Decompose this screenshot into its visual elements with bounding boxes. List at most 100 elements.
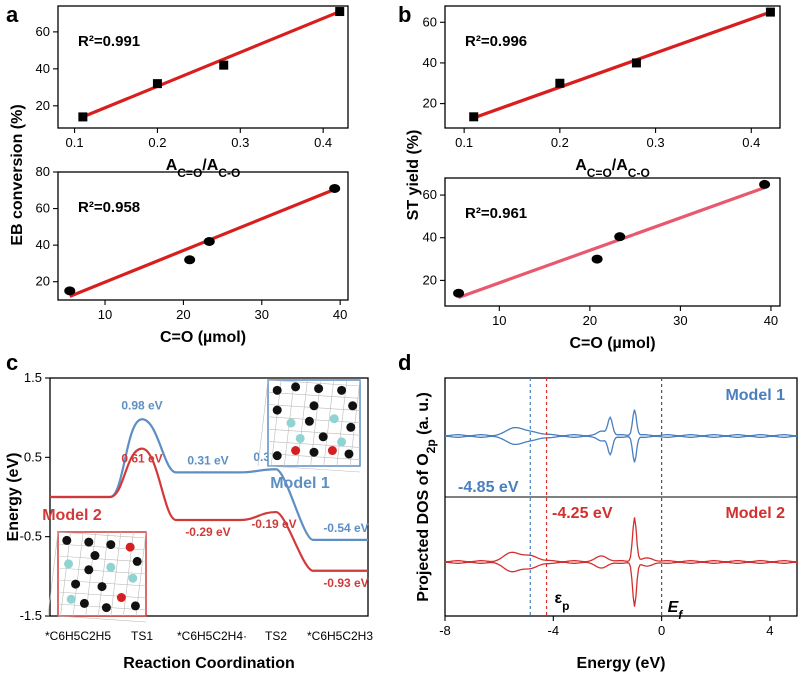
lattice-line [135, 531, 147, 617]
atom [106, 562, 116, 572]
atom [309, 401, 319, 411]
atom [337, 437, 347, 447]
atom [66, 594, 76, 604]
y-tick-label: -0.5 [20, 529, 42, 544]
pdos-model-2-spin-up [445, 517, 797, 563]
pdos-model-2-spin-down [445, 561, 797, 607]
ylabel-eb-conversion: EB conversion (%) [9, 104, 26, 245]
data-point [203, 236, 215, 246]
ylabel-st-yield: ST yield (%) [405, 130, 422, 221]
x-tick-label: 30 [673, 313, 687, 328]
atom [314, 384, 324, 394]
y-tick-label: 60 [423, 14, 437, 29]
atom [125, 542, 135, 552]
atom [101, 603, 111, 613]
energy-label: 0.31 eV [187, 453, 228, 467]
r-squared-label: R²=0.958 [78, 199, 140, 216]
atom [90, 551, 100, 561]
r-squared-label: R²=0.961 [465, 205, 527, 222]
x-tick-label: 30 [255, 307, 269, 322]
p-band-label-model-2: -4.25 eV [552, 505, 613, 522]
energy-label: -0.29 eV [185, 525, 230, 539]
r-squared-label: R²=0.996 [465, 33, 527, 50]
x-axis-label: AC=O/AC-O [166, 157, 241, 180]
x-axis-label: C=O (µmol) [569, 335, 655, 352]
x-tick-label: 0.1 [455, 135, 473, 150]
y-tick-label: 60 [36, 24, 50, 39]
y-tick-label: 20 [423, 272, 437, 287]
fit-line [458, 186, 766, 299]
energy-label: 0.98 eV [121, 398, 162, 412]
model-1-label: Model 1 [270, 475, 330, 492]
x-axis-label: C=O (µmol) [160, 329, 246, 346]
y-tick-label: 60 [423, 187, 437, 202]
atom [97, 582, 107, 592]
y-tick-label: 1.5 [24, 370, 42, 385]
fit-line [69, 187, 336, 298]
data-point [759, 179, 771, 189]
data-point [614, 232, 626, 242]
x-tick-label: 10 [492, 313, 506, 328]
energy-label: -0.19 eV [251, 517, 296, 531]
x-tick-label: -4 [548, 623, 560, 638]
y-tick-label: 40 [423, 55, 437, 70]
plot-frame [444, 5, 781, 129]
fit-line [82, 10, 341, 119]
atom [309, 447, 319, 457]
x-axis-label: Reaction Coordination [123, 655, 295, 672]
panel-label-a: a [6, 2, 19, 27]
atom [344, 449, 354, 459]
data-point [555, 78, 565, 88]
lattice-line [60, 531, 71, 617]
plot-frame [444, 177, 781, 307]
category-label: *C6H5C2H3 [307, 629, 373, 643]
fit-line [473, 10, 771, 120]
atom [62, 535, 72, 545]
lattice-line [267, 416, 361, 424]
y-tick-label: 40 [36, 237, 50, 252]
x-tick-label: 0.1 [66, 135, 84, 150]
lattice-line [267, 441, 361, 448]
atom [64, 559, 74, 569]
y-axis-label: Projected DOS of O2p (a. u.) [415, 392, 438, 602]
x-tick-label: 0.2 [551, 135, 569, 150]
lattice-line [57, 531, 147, 539]
y-axis-label: Energy (eV) [5, 453, 22, 542]
data-point [765, 7, 775, 17]
x-tick-label: 10 [98, 307, 112, 322]
pdos-model-1-spin-down [445, 435, 797, 463]
model-2-label: Model 2 [725, 505, 785, 522]
panel-c: 1.5 0.5 -0.5 -1.5 Energy (eV) Reaction Coordi… [5, 370, 373, 672]
atom [327, 446, 337, 456]
data-point [335, 7, 345, 17]
atom [286, 418, 296, 428]
atom [79, 598, 89, 608]
x-tick-label: 0 [658, 623, 665, 638]
y-tick-label: 20 [423, 96, 437, 111]
data-point [591, 254, 603, 264]
lattice-line [267, 379, 361, 387]
panel-d: -8 -4 0 4 Projected DOS of O2p (a. u.) Energy… [415, 377, 798, 672]
x-tick-label: 0.4 [742, 135, 760, 150]
y-tick-label: 40 [423, 230, 437, 245]
atom [84, 537, 94, 547]
panel-b1: 0.1 0.2 0.3 0.4 20 40 60 R²=0.996 AC=O/AC-O [423, 5, 781, 180]
atom [337, 385, 347, 395]
atom [318, 432, 328, 442]
x-tick-label: 0.4 [314, 135, 332, 150]
atom [329, 414, 339, 424]
x-tick-label: -8 [439, 623, 451, 638]
category-label: TS2 [265, 629, 287, 643]
structure-inset [47, 531, 147, 623]
y-tick-label: 40 [36, 61, 50, 76]
category-label: *C6H5C2H4· [177, 629, 247, 643]
lattice-line [72, 531, 84, 617]
lattice-line [267, 428, 361, 436]
x-tick-label: 0.3 [647, 135, 665, 150]
x-axis-label: AC=O/AC-O [575, 157, 650, 180]
lattice-line [57, 567, 147, 575]
energy-profile-1 [50, 418, 368, 541]
lattice-line [57, 615, 147, 623]
atom [272, 451, 282, 461]
